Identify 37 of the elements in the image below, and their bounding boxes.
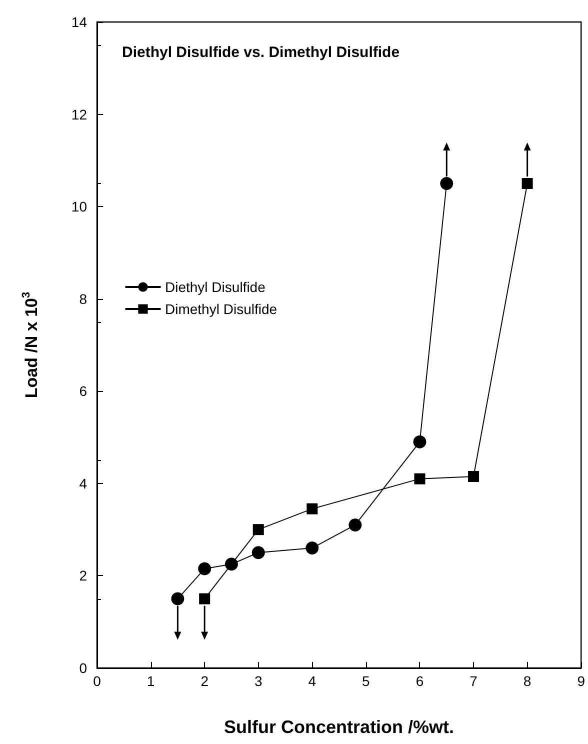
- y-tick-label: 12: [71, 106, 88, 122]
- x-tick-label: 9: [577, 673, 586, 689]
- y-axis-title: Load /N x 103: [20, 292, 41, 398]
- y-tick-label: 4: [79, 475, 88, 492]
- x-tick-label: 1: [146, 673, 155, 689]
- x-tick-label: 2: [200, 673, 209, 689]
- point: [171, 592, 184, 606]
- x-tick-label: 6: [416, 673, 424, 689]
- y-tick-label: 0: [79, 660, 88, 676]
- x-tick-label: 3: [254, 673, 262, 689]
- point: [198, 562, 212, 576]
- point: [306, 503, 318, 514]
- point: [224, 558, 238, 571]
- point: [252, 546, 265, 560]
- y-tick-label: 14: [71, 14, 88, 30]
- point: [414, 473, 426, 484]
- point: [468, 471, 480, 482]
- x-tick-label: 4: [308, 673, 316, 689]
- legend-label: Dimethyl Disulfide: [165, 301, 278, 317]
- point: [199, 593, 210, 604]
- y-tick-label: 8: [79, 290, 88, 307]
- x-tick-label: 5: [362, 673, 370, 689]
- x-tick-label: 8: [523, 673, 532, 689]
- point: [440, 177, 454, 190]
- y-tick-label: 6: [79, 383, 88, 400]
- y-tick-label: 2: [79, 568, 88, 584]
- y-tick-label: 10: [71, 198, 88, 215]
- text: Diethyl Disulfide vs. Dimethyl Disulfide: [122, 44, 400, 61]
- point: [252, 524, 264, 536]
- point: [348, 518, 362, 532]
- x-tick-label: 0: [93, 673, 102, 689]
- x-axis-title: Sulfur Concentration /%wt.: [224, 717, 454, 737]
- legend-label: Diethyl Disulfide: [165, 279, 266, 295]
- point: [522, 178, 533, 189]
- point: [306, 542, 319, 555]
- x-tick-label: 7: [470, 673, 478, 689]
- point: [413, 435, 426, 448]
